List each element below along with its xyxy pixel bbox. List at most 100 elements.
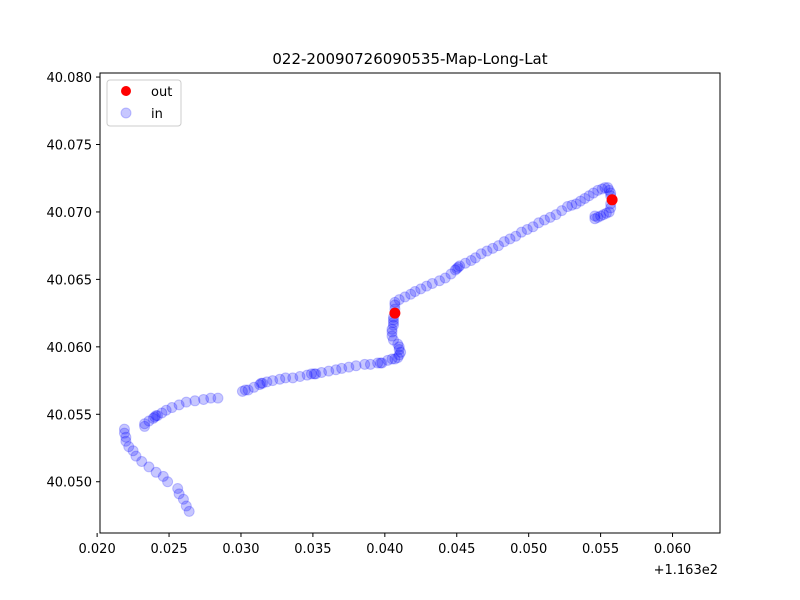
point-in [393, 341, 405, 353]
y-tick-label: 40.055 [47, 408, 93, 423]
point-in [147, 412, 159, 424]
point-in [583, 190, 595, 202]
point-in [415, 283, 427, 295]
point-in [451, 263, 463, 275]
point-in [387, 319, 399, 331]
point-in [426, 277, 438, 289]
point-in [603, 206, 615, 218]
point-in [504, 233, 516, 245]
point-in [239, 384, 251, 396]
chart-title: 022-20090726090535-Map-Long-Lat [272, 50, 547, 68]
y-tick-label: 40.070 [47, 206, 93, 221]
point-in [574, 195, 586, 207]
point-in [376, 357, 388, 369]
point-in [589, 213, 601, 225]
x-tick-label: 0.055 [582, 542, 619, 557]
point-in [189, 395, 201, 407]
point-in [386, 353, 398, 365]
point-in [160, 404, 172, 416]
x-axis: 0.020 0.025 0.030 0.035 0.040 0.045 0.050 0.055… [79, 533, 691, 557]
point-in [510, 230, 522, 242]
point-in [150, 466, 162, 478]
point-in [343, 361, 355, 373]
point-in [177, 493, 189, 505]
point-in [294, 371, 306, 383]
point-in [143, 415, 155, 427]
point-in [445, 268, 457, 280]
point-in [150, 410, 162, 422]
point-in [386, 330, 398, 342]
point-in [599, 182, 611, 194]
point-in [257, 377, 269, 389]
point-in [597, 209, 609, 221]
point-in [393, 349, 405, 361]
legend-label-in: in [151, 107, 163, 122]
point-in [389, 353, 401, 365]
point-in [392, 352, 404, 364]
point-in [173, 399, 185, 411]
point-in [166, 402, 178, 414]
point-in [198, 393, 210, 405]
point-in [562, 201, 574, 213]
legend-label-out: out [151, 85, 172, 100]
point-out [389, 307, 401, 319]
point-in [387, 334, 399, 346]
x-tick-label: 0.035 [294, 542, 331, 557]
point-in [372, 357, 384, 369]
point-in [316, 366, 328, 378]
point-in [589, 210, 601, 222]
point-in [592, 184, 604, 196]
point-in [465, 255, 477, 267]
series-out [389, 194, 618, 319]
point-in [389, 296, 401, 308]
x-tick-label: 0.060 [654, 542, 691, 557]
point-in [183, 505, 195, 517]
point-in [118, 427, 130, 439]
point-in [205, 392, 217, 404]
legend: out in [106, 79, 182, 127]
point-in [592, 211, 604, 223]
point-in [255, 377, 267, 389]
x-tick-label: 0.045 [438, 542, 475, 557]
point-in [162, 476, 174, 488]
point-in [242, 384, 254, 396]
point-in [469, 252, 481, 264]
point-in [323, 365, 335, 377]
point-in [120, 431, 132, 443]
series-in [118, 182, 617, 517]
point-in [330, 364, 342, 376]
point-in [386, 326, 398, 338]
point-in [287, 372, 299, 384]
point-in [127, 445, 139, 457]
point-in [421, 280, 433, 292]
y-tick-label: 40.080 [47, 71, 93, 86]
point-in [386, 323, 398, 335]
x-offset-label: +1.163e2 [654, 563, 718, 578]
point-in [172, 482, 184, 494]
point-in [409, 286, 421, 298]
point-in [454, 260, 466, 272]
point-in [596, 183, 608, 195]
point-in [544, 211, 556, 223]
x-tick-label: 0.040 [366, 542, 403, 557]
point-in [120, 435, 132, 447]
point-in [405, 288, 417, 300]
point-in [156, 407, 168, 419]
point-in [236, 385, 248, 397]
point-in [157, 470, 169, 482]
point-in [375, 357, 387, 369]
point-in [399, 291, 411, 303]
point-in [130, 450, 142, 462]
point-in [533, 217, 545, 229]
point-in [305, 368, 317, 380]
point-in [393, 294, 405, 306]
x-tick-label: 0.020 [79, 542, 116, 557]
point-in [274, 373, 286, 385]
point-in [595, 210, 607, 222]
point-in [515, 226, 527, 238]
point-in [393, 344, 405, 356]
x-tick-label: 0.030 [222, 542, 259, 557]
point-in [149, 411, 161, 423]
point-in [550, 209, 562, 221]
